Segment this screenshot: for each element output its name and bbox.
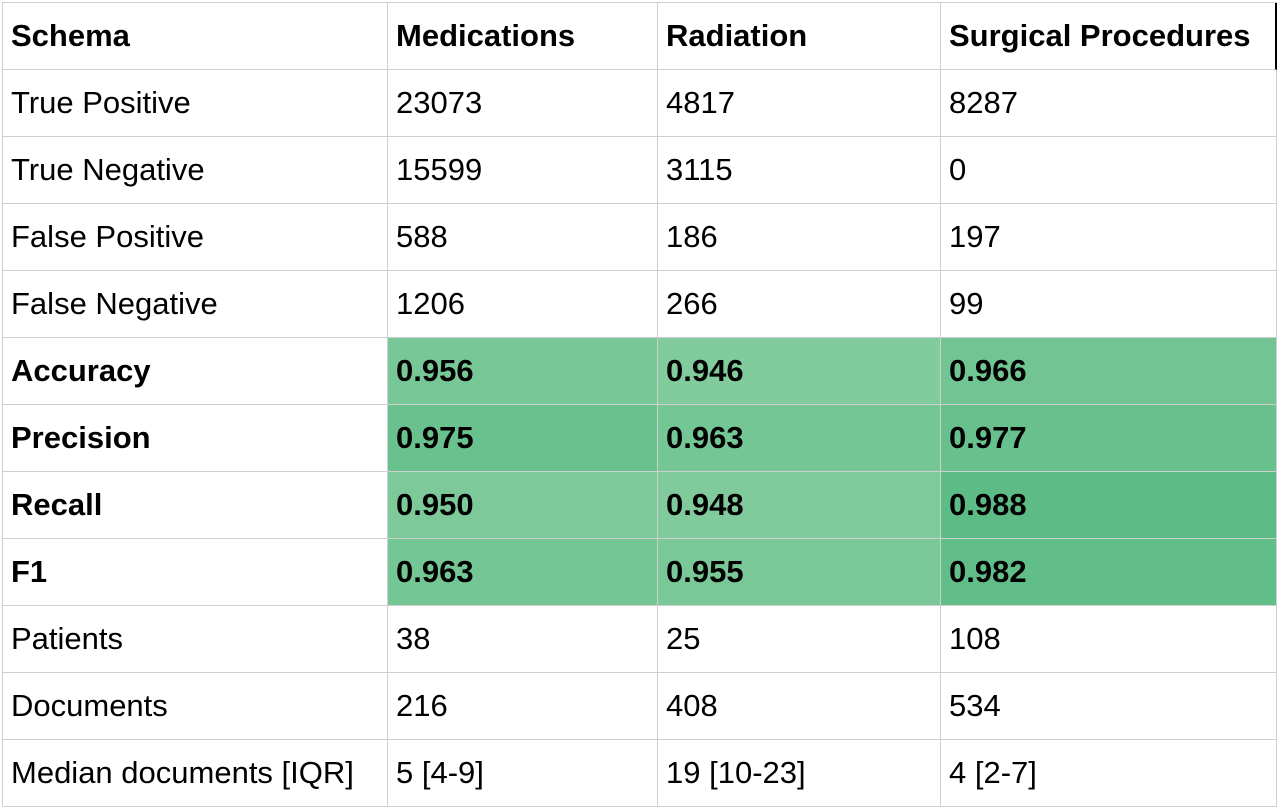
table-cell: 0.948 — [658, 472, 941, 539]
table-cell: 0 — [941, 137, 1277, 204]
table-cell: 0.963 — [388, 539, 658, 606]
table-cell: 216 — [388, 673, 658, 740]
row-label: False Negative — [3, 271, 388, 338]
column-header: Schema — [3, 3, 388, 70]
row-label: Documents — [3, 673, 388, 740]
table-cell: 3115 — [658, 137, 941, 204]
table-cell: 108 — [941, 606, 1277, 673]
table-cell: 266 — [658, 271, 941, 338]
table-cell: 0.955 — [658, 539, 941, 606]
row-label: False Positive — [3, 204, 388, 271]
table-cell: 0.950 — [388, 472, 658, 539]
table-cell: 15599 — [388, 137, 658, 204]
row-label: Median documents [IQR] — [3, 740, 388, 807]
table-cell: 99 — [941, 271, 1277, 338]
column-header: Radiation — [658, 3, 941, 70]
table-cell: 4 [2-7] — [941, 740, 1277, 807]
table-cell: 0.966 — [941, 338, 1277, 405]
row-label: True Positive — [3, 70, 388, 137]
table-cell: 408 — [658, 673, 941, 740]
row-label: Recall — [3, 472, 388, 539]
table-cell: 5 [4-9] — [388, 740, 658, 807]
row-label: Precision — [3, 405, 388, 472]
table-cell: 25 — [658, 606, 941, 673]
table-cell: 186 — [658, 204, 941, 271]
row-label: Patients — [3, 606, 388, 673]
table-cell: 0.975 — [388, 405, 658, 472]
table-cell: 23073 — [388, 70, 658, 137]
column-header: Surgical Procedures — [941, 3, 1277, 70]
table-cell: 0.988 — [941, 472, 1277, 539]
row-label: True Negative — [3, 137, 388, 204]
table-cell: 588 — [388, 204, 658, 271]
table-cell: 534 — [941, 673, 1277, 740]
table-cell: 0.963 — [658, 405, 941, 472]
table-cell: 0.956 — [388, 338, 658, 405]
table-cell: 19 [10-23] — [658, 740, 941, 807]
row-label: F1 — [3, 539, 388, 606]
table-cell: 4817 — [658, 70, 941, 137]
row-label: Accuracy — [3, 338, 388, 405]
table-cell: 0.977 — [941, 405, 1277, 472]
table-cell: 8287 — [941, 70, 1277, 137]
table-cell: 1206 — [388, 271, 658, 338]
table-cell: 0.946 — [658, 338, 941, 405]
table-cell: 197 — [941, 204, 1277, 271]
table-cell: 38 — [388, 606, 658, 673]
table-cell: 0.982 — [941, 539, 1277, 606]
column-header: Medications — [388, 3, 658, 70]
